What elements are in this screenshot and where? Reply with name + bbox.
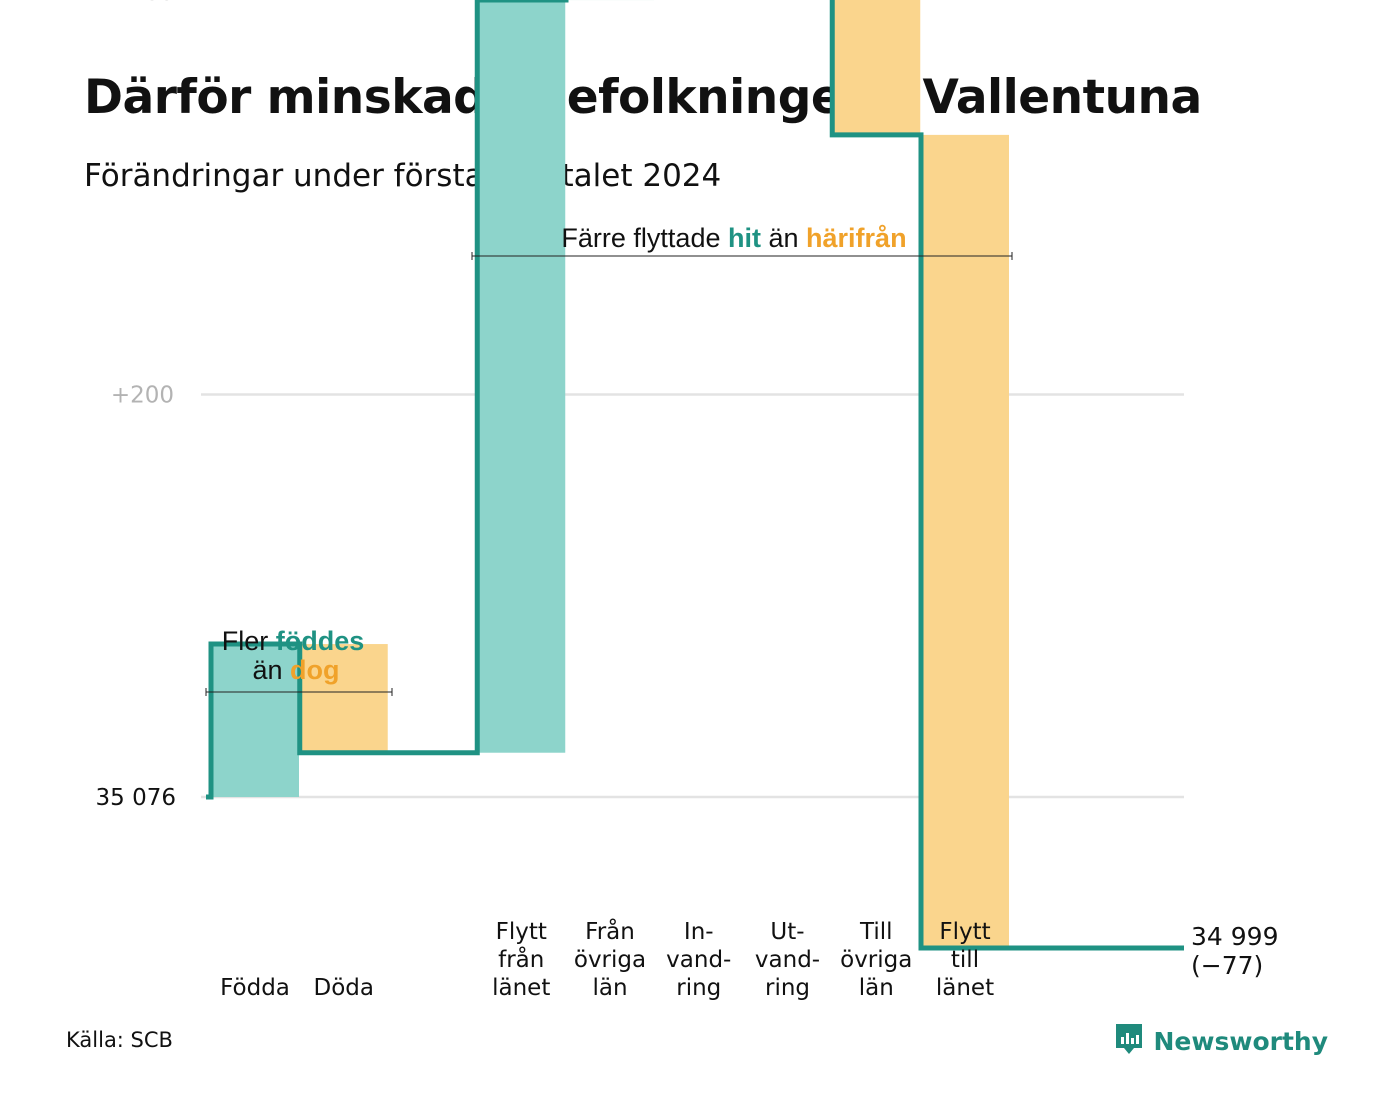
category-label: In- xyxy=(684,919,714,945)
category-label: övriga xyxy=(840,947,912,973)
category-label: ring xyxy=(676,975,721,1001)
category-label: Döda xyxy=(314,975,374,1001)
brand-logo[interactable]: Newsworthy xyxy=(1114,1022,1329,1061)
waterfall-bar xyxy=(211,644,299,797)
births-annotation-highlight: föddes xyxy=(276,626,365,656)
category-label: län xyxy=(859,975,894,1001)
step-line xyxy=(206,0,1184,951)
deaths-annotation-prefix: än xyxy=(252,655,290,685)
newsworthy-logo-icon xyxy=(1114,1022,1144,1061)
category-label: länet xyxy=(936,975,994,1001)
category-label: Till xyxy=(859,919,893,945)
waterfall-bar xyxy=(299,644,388,753)
y-tick-label: +400 xyxy=(111,0,174,6)
grid-lines: +200 +400 xyxy=(111,0,1184,799)
births-annotation: Fler föddes än dog xyxy=(205,626,393,696)
category-label: ring xyxy=(765,975,810,1001)
migration-annotation-middle: än xyxy=(761,223,806,253)
migration-annotation-text: Färre flyttade hit än härifrån xyxy=(561,223,906,253)
waterfall-bar xyxy=(921,134,1009,948)
category-label: vand- xyxy=(666,947,731,973)
baseline-value-label: 35 076 xyxy=(96,785,176,811)
category-label: från xyxy=(498,945,544,973)
category-label: län xyxy=(592,975,627,1001)
chart-subtitle: Förändringar under första kvartalet 2024 xyxy=(84,158,722,194)
category-label: Flytt xyxy=(939,919,990,945)
category-label: länet xyxy=(492,975,550,1001)
migration-annotation-harifran: härifrån xyxy=(806,223,907,253)
y-tick-label: +200 xyxy=(111,383,174,409)
source-note: Källa: SCB xyxy=(66,1028,173,1052)
births-annotation-line1: Fler föddes xyxy=(222,626,365,656)
category-label: Födda xyxy=(220,975,290,1001)
migration-annotation-prefix: Färre flyttade xyxy=(561,223,728,253)
category-label: till xyxy=(951,947,979,973)
step-line-group xyxy=(206,0,1184,951)
category-label: vand- xyxy=(755,947,820,973)
category-label: Från xyxy=(585,917,635,945)
waterfall-bar xyxy=(477,0,566,753)
bars xyxy=(211,0,1009,948)
category-label: Ut- xyxy=(770,919,804,945)
end-value-label: 34 999 xyxy=(1191,922,1278,951)
migration-annotation: Färre flyttade hit än härifrån xyxy=(471,223,1013,260)
births-annotation-line2: än dog xyxy=(252,655,339,685)
births-annotation-prefix: Fler xyxy=(222,626,276,656)
category-label: övriga xyxy=(574,947,646,973)
category-label: Flytt xyxy=(496,919,547,945)
deaths-annotation-highlight: dog xyxy=(290,655,339,685)
chart-title: Därför minskade befolkningen i Vallentun… xyxy=(84,70,1202,125)
waterfall-bar xyxy=(832,0,921,135)
brand-name: Newsworthy xyxy=(1153,1027,1329,1056)
end-change-label: (−77) xyxy=(1191,951,1263,980)
migration-annotation-hit: hit xyxy=(728,223,761,253)
